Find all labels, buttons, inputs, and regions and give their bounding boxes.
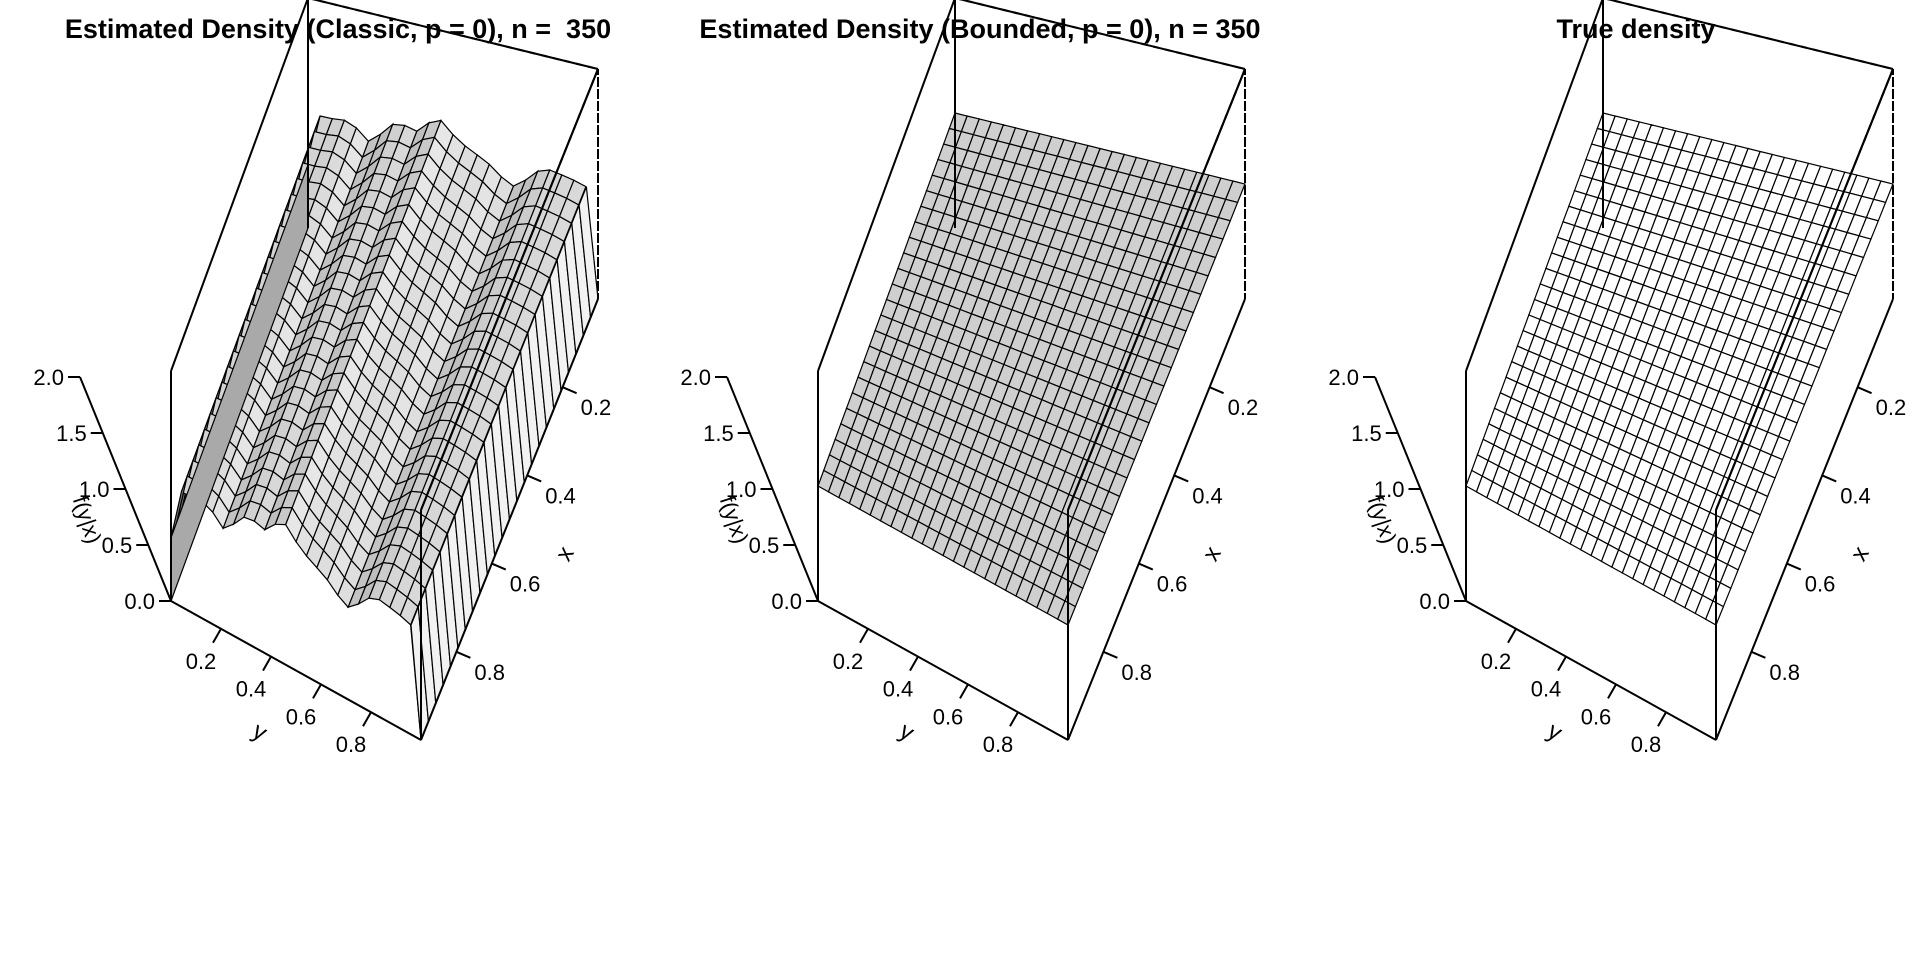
y-tick-label: 0.8 <box>1631 732 1662 757</box>
x-axis-tick <box>562 386 577 395</box>
surface-facet <box>817 469 835 493</box>
z-tick-label: 1.0 <box>726 477 757 502</box>
x-axis-label: x <box>1845 542 1874 566</box>
box-edge-top <box>958 0 1246 70</box>
x-tick-label: 0.2 <box>1876 395 1907 420</box>
x-tick-label: 0.2 <box>1228 395 1259 420</box>
x-axis-tick <box>491 562 507 571</box>
z-tick-label: 0.0 <box>124 589 155 614</box>
x-tick-label: 0.8 <box>474 660 505 685</box>
y-axis-tick <box>262 656 272 672</box>
box-edge-top <box>1465 0 1604 372</box>
surface <box>170 115 599 741</box>
z-tick-label: 2.0 <box>33 365 64 390</box>
y-axis-tick <box>1657 711 1667 727</box>
box-edge-front-bottom <box>1067 298 1246 741</box>
x-tick-label: 0.6 <box>1805 572 1836 597</box>
z-tick-label: 0.5 <box>102 533 133 558</box>
x-axis-label: x <box>550 542 579 566</box>
box-edge-top <box>311 0 599 70</box>
x-axis-tick <box>456 650 471 659</box>
y-axis-tick <box>859 628 869 644</box>
y-tick-label: 0.2 <box>1481 649 1512 674</box>
z-tick-label: 1.0 <box>79 477 110 502</box>
x-axis-tick <box>1751 650 1766 659</box>
box-edge-front-bottom <box>1465 600 1717 741</box>
panel-1-title: Estimated Density (Classic, p = 0), n = … <box>64 14 612 44</box>
y-axis-label: y <box>1543 717 1567 746</box>
y-axis-tick <box>312 683 322 699</box>
box-edge-top <box>817 0 956 372</box>
z-tick-label: 0.5 <box>749 533 780 558</box>
box-edge-front-bottom <box>170 600 422 741</box>
z-tick-label: 1.5 <box>1351 421 1382 446</box>
y-axis-tick <box>959 683 969 699</box>
y-axis-label: y <box>248 717 272 746</box>
y-tick-label: 0.2 <box>186 649 217 674</box>
x-tick-label: 0.4 <box>1192 483 1223 508</box>
y-tick-label: 0.6 <box>933 704 964 729</box>
y-axis-tick <box>362 711 372 727</box>
x-tick-label: 0.6 <box>1157 572 1188 597</box>
z-tick-label: 2.0 <box>1328 365 1359 390</box>
surface-facet <box>1465 469 1483 493</box>
x-axis-tick <box>1103 650 1118 659</box>
x-axis-tick <box>1786 562 1802 571</box>
z-tick-label: 0.5 <box>1397 533 1428 558</box>
box-edge-top <box>1067 68 1246 511</box>
y-tick-label: 0.8 <box>336 732 367 757</box>
y-tick-label: 0.2 <box>833 649 864 674</box>
panel-2: 0.00.51.01.52.0f(y|x)0.20.40.60.8y0.20.4… <box>680 0 1258 757</box>
surface <box>1465 112 1894 626</box>
box-edge-top <box>1606 0 1894 70</box>
box-edge-top <box>420 68 599 511</box>
y-axis-tick <box>1009 711 1019 727</box>
x-tick-label: 0.4 <box>1840 483 1871 508</box>
y-axis-label: y <box>895 717 919 746</box>
box-edge-front-bottom <box>1715 298 1894 741</box>
z-tick-label: 0.0 <box>771 589 802 614</box>
box-edge-front-bottom <box>420 298 599 741</box>
y-axis-tick <box>212 628 222 644</box>
z-tick-label: 2.0 <box>680 365 711 390</box>
x-tick-label: 0.2 <box>581 395 612 420</box>
y-axis-tick <box>909 656 919 672</box>
y-tick-label: 0.8 <box>983 732 1014 757</box>
z-tick-label: 0.0 <box>1419 589 1450 614</box>
y-axis-tick <box>1607 683 1617 699</box>
x-axis-tick <box>1173 474 1189 483</box>
z-tick-label: 1.0 <box>1374 477 1405 502</box>
y-tick-label: 0.6 <box>1581 704 1612 729</box>
x-tick-label: 0.6 <box>510 572 541 597</box>
x-tick-label: 0.4 <box>545 483 576 508</box>
x-axis-tick <box>526 474 542 483</box>
y-axis-tick <box>1507 628 1517 644</box>
x-axis-tick <box>1138 562 1154 571</box>
x-axis-tick <box>1857 386 1872 395</box>
x-axis-tick <box>1209 386 1224 395</box>
box-edge-top <box>170 0 309 372</box>
panel-3: 0.00.51.01.52.0f(y|x)0.20.40.60.8y0.20.4… <box>1328 0 1906 757</box>
box-edge-front-bottom <box>817 600 1069 741</box>
y-tick-label: 0.4 <box>883 677 914 702</box>
box-edge-top <box>1715 68 1894 511</box>
z-tick-label: 1.5 <box>703 421 734 446</box>
x-axis-label: x <box>1197 542 1226 566</box>
y-tick-label: 0.6 <box>286 704 317 729</box>
x-axis-tick <box>1821 474 1837 483</box>
panel-2-title: Estimated Density (Bounded, p = 0), n = … <box>699 14 1261 44</box>
y-tick-label: 0.4 <box>236 677 267 702</box>
x-tick-label: 0.8 <box>1121 660 1152 685</box>
panel-1: 0.00.51.01.52.0f(y|x)0.20.40.60.8y0.20.4… <box>33 0 611 757</box>
z-tick-label: 1.5 <box>56 421 87 446</box>
surface <box>817 112 1246 626</box>
x-tick-label: 0.8 <box>1769 660 1800 685</box>
y-tick-label: 0.4 <box>1531 677 1562 702</box>
y-axis-tick <box>1557 656 1567 672</box>
